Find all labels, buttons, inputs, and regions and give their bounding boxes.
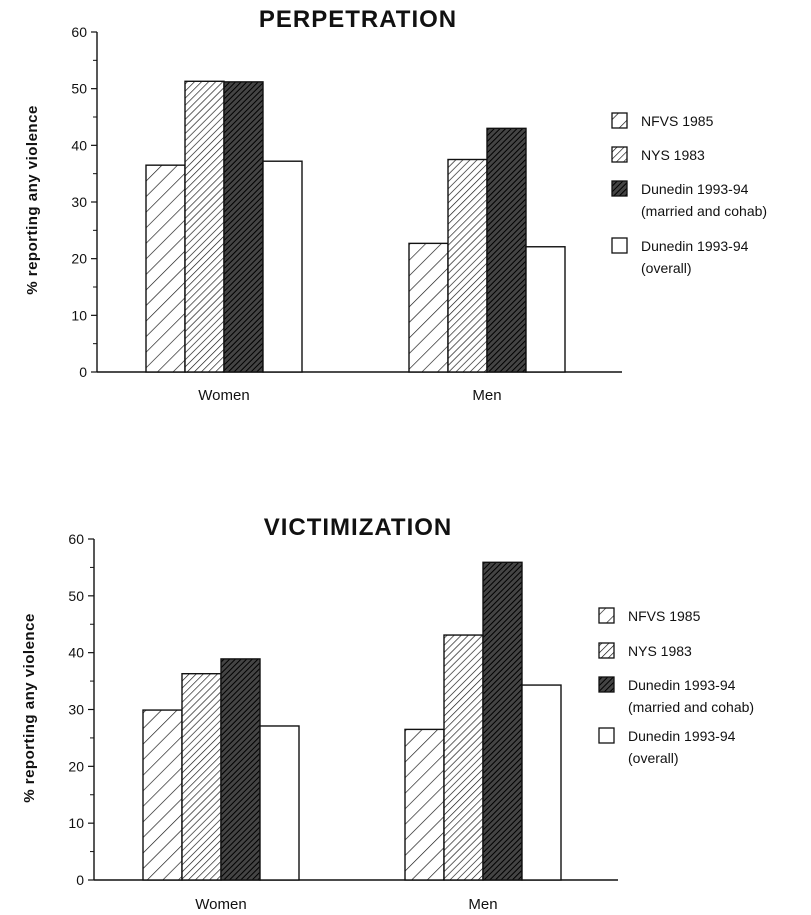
victimization-chart: VICTIMIZATION % reporting any violence 0…: [21, 514, 754, 913]
legend-label: Dunedin 1993-94: [641, 238, 749, 254]
x-category-label: Men: [472, 387, 501, 404]
perpetration-chart: PERPETRATION % reporting any violence 0 1…: [24, 6, 767, 404]
y-tick-label: 10: [68, 815, 84, 831]
legend-swatch: [598, 607, 615, 624]
legend: NFVS 1985 NYS 1983 Dunedin 1993-94 (married…: [598, 607, 754, 766]
legend-label-line2: (overall): [641, 260, 692, 276]
y-tick-label: 50: [68, 588, 84, 604]
bar: [408, 242, 449, 373]
legend: NFVS 1985 NYS 1983 Dunedin 1993-94 (married…: [611, 112, 767, 276]
legend-label-line2: (overall): [628, 750, 679, 766]
bar: [142, 709, 183, 881]
bar: [262, 160, 303, 373]
legend-label-line2: (married and cohab): [628, 699, 754, 715]
y-tick-label: 50: [71, 81, 87, 97]
legend-swatch: [611, 146, 628, 163]
y-tick-label: 0: [76, 872, 84, 888]
legend-swatch: [598, 642, 615, 659]
y-tick-label: 20: [68, 758, 84, 774]
y-tick-label: 40: [68, 645, 84, 661]
legend-label: Dunedin 1993-94: [641, 181, 749, 197]
y-tick-label: 30: [68, 702, 84, 718]
legend-swatch: [598, 676, 615, 693]
bar: [525, 246, 566, 373]
legend-label: NYS 1983: [641, 147, 705, 163]
category-labels: Women Men: [198, 387, 501, 404]
legend-label: Dunedin 1993-94: [628, 728, 736, 744]
y-tick-label: 10: [71, 307, 87, 323]
category-labels: Women Men: [195, 896, 497, 913]
bar: [404, 728, 445, 881]
legend-label: Dunedin 1993-94: [628, 677, 736, 693]
chart-title: VICTIMIZATION: [264, 514, 453, 541]
bar: [181, 672, 222, 881]
bar: [486, 127, 527, 373]
bar: [184, 80, 225, 373]
bar: [220, 658, 261, 881]
y-tick-label: 40: [71, 137, 87, 153]
x-category-label: Men: [468, 896, 497, 913]
legend-label: NYS 1983: [628, 643, 692, 659]
legend-label: NFVS 1985: [628, 608, 701, 624]
chart-title: PERPETRATION: [259, 6, 457, 33]
bar: [443, 634, 484, 881]
y-tick-label: 60: [68, 531, 84, 547]
y-axis-label: % reporting any violence: [24, 105, 41, 295]
y-tick-label: 60: [71, 24, 87, 40]
bar: [145, 164, 186, 373]
x-category-label: Women: [195, 896, 246, 913]
legend-swatch: [611, 112, 628, 129]
bars: [142, 561, 562, 881]
x-category-label: Women: [198, 387, 249, 404]
legend-label-line2: (married and cohab): [641, 203, 767, 219]
y-axis-label: % reporting any violence: [21, 613, 38, 803]
bar: [259, 725, 300, 881]
bars: [145, 80, 566, 373]
legend-swatch: [611, 237, 628, 254]
legend-swatch: [611, 180, 628, 197]
y-tick-label: 0: [79, 364, 87, 380]
bar: [482, 561, 523, 881]
legend-label: NFVS 1985: [641, 113, 714, 129]
y-tick-label: 30: [71, 194, 87, 210]
legend-swatch: [598, 727, 615, 744]
bar: [223, 81, 264, 373]
bar: [521, 684, 562, 881]
y-tick-label: 20: [71, 251, 87, 267]
bar: [447, 158, 488, 373]
